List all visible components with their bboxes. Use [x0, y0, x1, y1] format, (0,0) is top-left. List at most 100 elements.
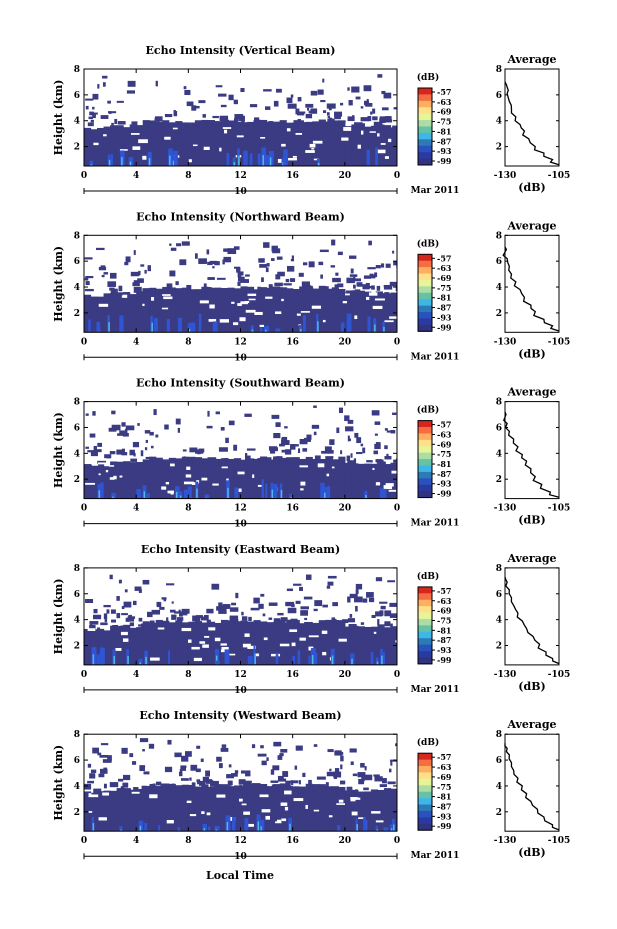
echo-layer-cell [181, 122, 189, 166]
echo-speckle [133, 787, 139, 791]
echo-gap [248, 298, 256, 301]
echo-speckle [85, 598, 94, 603]
echo-streak [110, 154, 113, 166]
echo-streak [231, 817, 236, 831]
echo-gap [183, 481, 194, 485]
echo-speckle [182, 449, 187, 452]
echo-speckle [141, 785, 147, 792]
echo-layer-cell [364, 126, 372, 166]
echo-layer-cell [273, 784, 281, 832]
echo-speckle [92, 747, 100, 754]
echo-speckle [123, 601, 132, 608]
echo-gap [149, 794, 158, 799]
echo-speckle [353, 274, 356, 280]
echo-speckle [104, 618, 108, 623]
echo-speckle [355, 605, 358, 612]
echo-speckle [231, 773, 238, 777]
echo-speckle [384, 610, 392, 617]
echo-speckle [389, 281, 397, 287]
echo-speckle [281, 436, 288, 442]
echo-speckle [297, 120, 304, 125]
echo-layer-cell [370, 463, 379, 499]
echo-speckle [349, 748, 357, 753]
echo-layer-cell [110, 625, 118, 665]
echo-speckle [155, 781, 162, 786]
echo-speckle [109, 782, 119, 788]
colorbar-tick-label: -69 [437, 439, 452, 449]
echo-speckle [99, 768, 108, 774]
echo-layer-cell [188, 784, 196, 832]
echo-speckle [189, 447, 198, 453]
echo-layer-cell [312, 121, 320, 166]
echo-speckle [215, 411, 220, 415]
echo-streak [138, 658, 143, 665]
echo-speckle [329, 439, 335, 445]
echo-speckle [322, 788, 327, 794]
echo-gap [130, 133, 140, 135]
echo-speckle [107, 111, 117, 114]
profile-y-tick-label: 2 [496, 309, 502, 319]
echo-speckle [321, 450, 330, 454]
echo-speckle [367, 267, 376, 270]
echo-streak-bright [251, 329, 254, 332]
echo-streak-bright [271, 489, 274, 498]
echo-streak-bright [92, 654, 95, 665]
echo-speckle [128, 614, 133, 620]
echo-speckle [285, 601, 295, 607]
echo-speckle [371, 410, 380, 416]
echo-layer-cell [136, 125, 144, 166]
echo-streak [178, 491, 183, 498]
echo-gap [122, 638, 129, 642]
echo-speckle [138, 624, 146, 627]
colorbar-swatch [418, 286, 432, 294]
echo-speckle [164, 766, 173, 773]
echo-speckle [299, 438, 308, 445]
echo-gap [161, 486, 167, 490]
colorbar-swatch [418, 145, 432, 153]
echo-speckle [98, 266, 107, 271]
echo-speckle [365, 102, 373, 107]
echo-speckle [286, 588, 294, 592]
echo-speckle [273, 786, 281, 790]
echo-gap [88, 811, 93, 813]
echo-speckle [261, 277, 264, 283]
echo-gap [239, 317, 246, 322]
echo-streak [302, 315, 306, 332]
echo-layer-cell [377, 624, 385, 665]
echo-speckle [123, 788, 131, 793]
echo-speckle [183, 86, 187, 90]
echo-speckle [198, 448, 205, 453]
x-tick-label: 12 [234, 670, 247, 680]
colorbar-unit: (dB) [417, 737, 439, 748]
echo-gap [360, 130, 364, 135]
echo-speckle [246, 124, 250, 127]
echo-layer-cell [383, 125, 392, 166]
echo-speckle [174, 611, 183, 614]
echo-streak [208, 826, 211, 831]
profile-frame [504, 234, 560, 333]
echo-speckle [203, 283, 207, 290]
echo-gap [241, 803, 247, 806]
echo-speckle [347, 419, 354, 424]
echo-layer-cell [116, 461, 124, 499]
echo-gap [388, 138, 392, 143]
echo-speckle [268, 284, 273, 290]
echo-gap [219, 147, 222, 152]
echo-layer-cell [129, 294, 137, 333]
echo-gap [187, 639, 192, 643]
echo-streak-bright [227, 487, 229, 498]
echo-speckle [144, 447, 148, 451]
profile-x-tick-label: -105 [548, 337, 571, 347]
echo-speckle [300, 606, 309, 610]
echo-speckle [210, 783, 219, 787]
echo-speckle [84, 783, 92, 790]
echo-speckle [213, 121, 219, 126]
heatmap [84, 239, 397, 333]
date-day: 10 [234, 353, 247, 363]
echo-speckle [87, 122, 94, 127]
heatmap [84, 405, 397, 499]
echo-layer-cell [253, 289, 261, 333]
echo-speckle [323, 110, 327, 114]
x-tick-label: 0 [81, 836, 87, 846]
echo-speckle [318, 261, 324, 266]
